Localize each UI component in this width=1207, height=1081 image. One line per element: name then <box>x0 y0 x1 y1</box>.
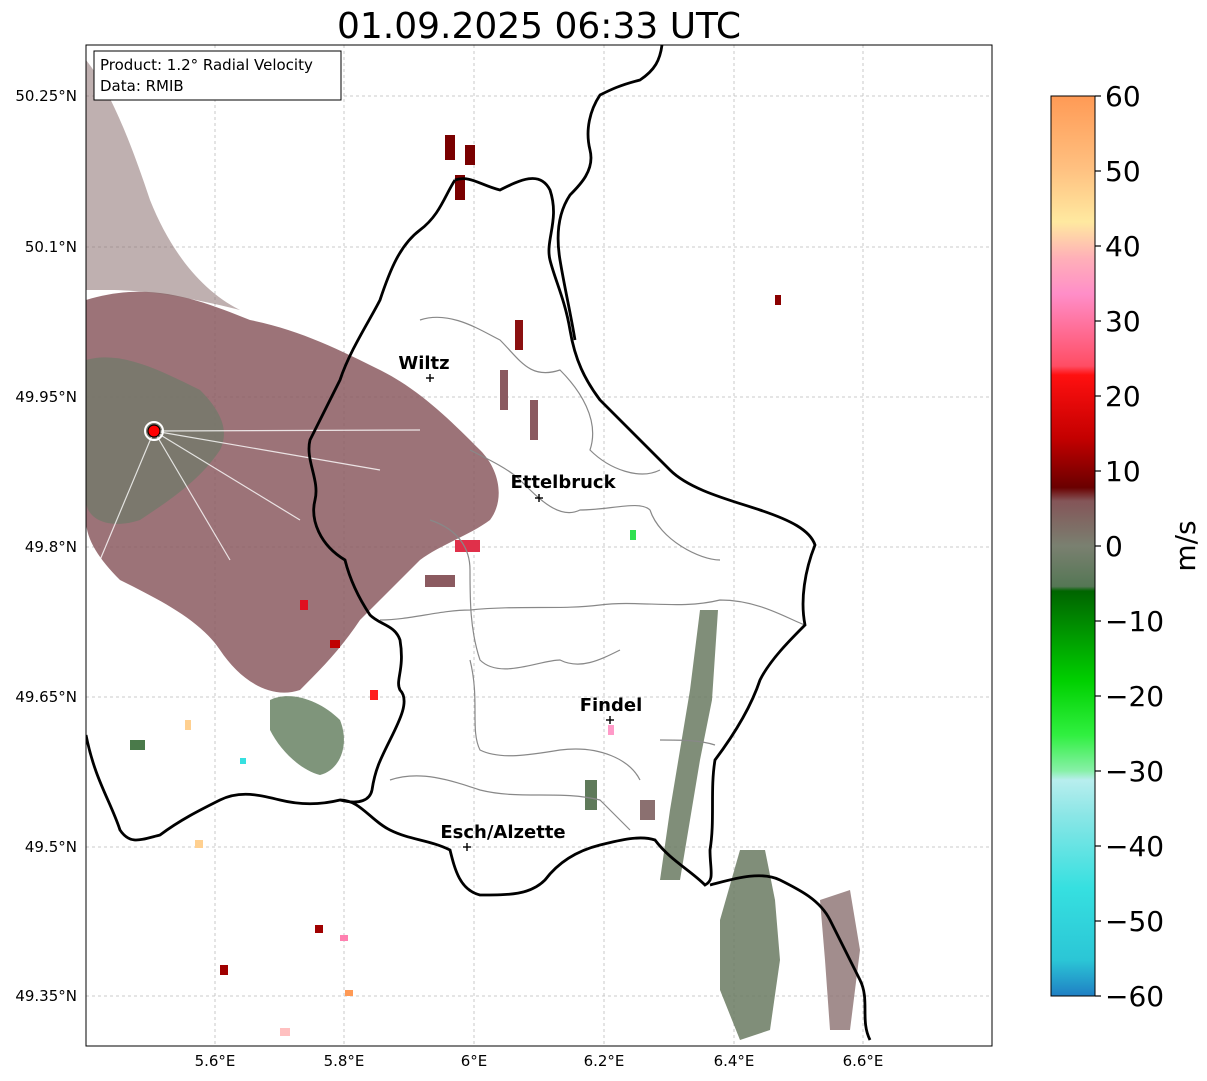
colorbar-tick-label: 40 <box>1105 230 1141 263</box>
city-markers <box>426 374 614 851</box>
lat-label: 49.8°N <box>25 538 77 556</box>
colorbar-tick-label: 60 <box>1105 80 1141 113</box>
radar-site-marker[interactable] <box>147 424 161 438</box>
luxembourg-west-border <box>307 179 457 804</box>
echo-south-cluster <box>270 696 344 775</box>
lat-labels: 50.25°N 50.1°N 49.95°N 49.8°N 49.65°N 49… <box>15 87 77 1005</box>
colorbar-tick-label: 30 <box>1105 305 1141 338</box>
lon-labels: 5.6°E 5.8°E 6°E 6.2°E 6.4°E 6.6°E <box>195 1052 884 1070</box>
scattered-echoes <box>130 135 781 1036</box>
lat-label: 50.1°N <box>25 238 77 256</box>
colorbar-tick-label: −30 <box>1105 755 1164 788</box>
colorbar-tick-label: −20 <box>1105 680 1164 713</box>
lat-label: 49.5°N <box>25 838 77 856</box>
country-borders <box>86 45 872 1041</box>
lon-label: 6.2°E <box>584 1052 625 1070</box>
radar-site-halo <box>144 421 164 441</box>
lat-label: 49.35°N <box>15 987 77 1005</box>
info-data-source: Data: RMIB <box>100 77 184 95</box>
southeast-border <box>709 874 872 1041</box>
lat-label: 49.65°N <box>15 688 77 706</box>
luxembourg-border <box>86 177 817 897</box>
colorbar-tick-label: 0 <box>1105 530 1123 563</box>
colorbar-tick-label: 50 <box>1105 155 1141 188</box>
colorbar-tick-label: −10 <box>1105 605 1164 638</box>
colorbar-tick-label: −50 <box>1105 905 1164 938</box>
lon-label: 6.6°E <box>843 1052 884 1070</box>
lat-label: 50.25°N <box>15 87 77 105</box>
radial-streaks <box>99 429 421 561</box>
city-label-ettelbruck: Ettelbruck <box>510 472 616 493</box>
map-title: 01.09.2025 06:33 UTC <box>337 6 741 47</box>
city-label-wiltz: Wiltz <box>398 353 449 374</box>
colorbar-gradient <box>1050 95 1096 997</box>
lat-label: 49.95°N <box>15 388 77 406</box>
lon-label: 6°E <box>461 1052 488 1070</box>
colorbar-ticks <box>1095 95 1101 997</box>
lon-label: 6.4°E <box>714 1052 755 1070</box>
colorbar-unit-label: m/s <box>1169 520 1202 571</box>
colorbar-tick-label: 10 <box>1105 455 1141 488</box>
canton-borders <box>379 316 806 831</box>
colorbar: 60 50 40 30 20 10 0 −10 −20 −30 −40 −50 … <box>1050 80 1202 1013</box>
echo-southeast-stripe2 <box>820 890 860 1030</box>
colorbar-tick-label: −40 <box>1105 830 1164 863</box>
colorbar-tick-labels: 60 50 40 30 20 10 0 −10 −20 −30 −40 −50 … <box>1105 80 1164 1013</box>
colorbar-tick-label: −60 <box>1105 980 1164 1013</box>
colorbar-tick-label: 20 <box>1105 380 1141 413</box>
city-labels: Wiltz Ettelbruck Findel Esch/Alzette <box>398 353 642 843</box>
lon-label: 5.6°E <box>195 1052 236 1070</box>
echo-southeast-stripe <box>720 850 780 1040</box>
info-box: Product: 1.2° Radial Velocity Data: RMIB <box>93 50 342 101</box>
map-border <box>85 44 993 1047</box>
echo-fringe <box>86 60 240 310</box>
info-product: Product: 1.2° Radial Velocity <box>100 56 313 74</box>
city-label-findel: Findel <box>580 695 643 716</box>
radar-echo-area <box>86 60 860 1040</box>
germany-east-border <box>556 45 664 341</box>
city-label-esch: Esch/Alzette <box>440 822 565 843</box>
lon-label: 5.8°E <box>324 1052 365 1070</box>
echo-east-stripe <box>660 610 718 880</box>
